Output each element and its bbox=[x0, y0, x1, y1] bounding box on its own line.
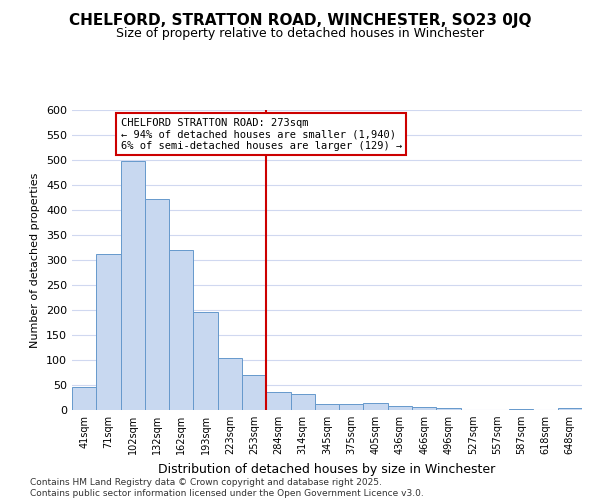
Bar bbox=[193, 312, 218, 410]
Bar bbox=[364, 403, 388, 410]
Bar bbox=[72, 387, 96, 410]
Bar bbox=[315, 404, 339, 410]
Bar bbox=[339, 404, 364, 410]
Bar bbox=[242, 375, 266, 410]
Text: Size of property relative to detached houses in Winchester: Size of property relative to detached ho… bbox=[116, 28, 484, 40]
Text: CHELFORD STRATTON ROAD: 273sqm
← 94% of detached houses are smaller (1,940)
6% o: CHELFORD STRATTON ROAD: 273sqm ← 94% of … bbox=[121, 118, 402, 150]
Bar bbox=[218, 358, 242, 410]
Text: Contains HM Land Registry data © Crown copyright and database right 2025.
Contai: Contains HM Land Registry data © Crown c… bbox=[30, 478, 424, 498]
Bar bbox=[145, 198, 169, 410]
X-axis label: Distribution of detached houses by size in Winchester: Distribution of detached houses by size … bbox=[158, 462, 496, 475]
Bar bbox=[388, 406, 412, 410]
Bar bbox=[290, 394, 315, 410]
Bar bbox=[558, 408, 582, 410]
Bar bbox=[436, 408, 461, 410]
Y-axis label: Number of detached properties: Number of detached properties bbox=[31, 172, 40, 348]
Bar bbox=[121, 161, 145, 410]
Bar bbox=[509, 408, 533, 410]
Bar bbox=[169, 250, 193, 410]
Bar bbox=[96, 254, 121, 410]
Bar bbox=[266, 392, 290, 410]
Bar bbox=[412, 407, 436, 410]
Text: CHELFORD, STRATTON ROAD, WINCHESTER, SO23 0JQ: CHELFORD, STRATTON ROAD, WINCHESTER, SO2… bbox=[69, 12, 531, 28]
